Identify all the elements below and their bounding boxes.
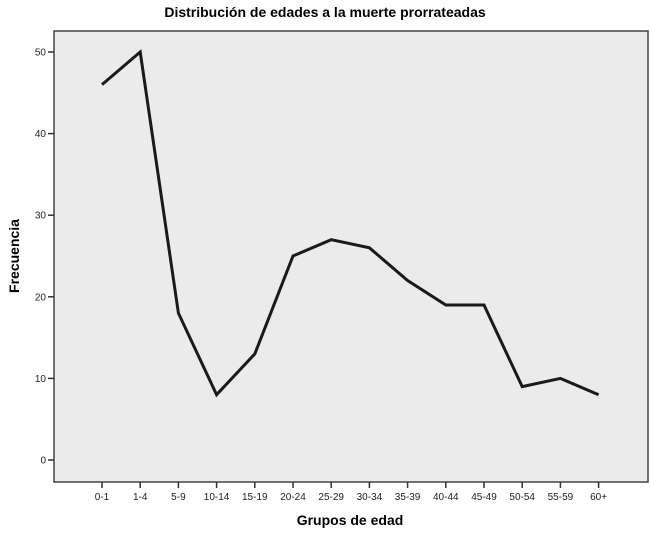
y-tick-label: 20 [35, 292, 47, 303]
y-axis-ticks: 0 10 20 30 40 50 [35, 48, 54, 467]
y-axis-label: Frecuencia [6, 219, 22, 293]
y-tick-label: 50 [35, 48, 47, 59]
x-tick-label: 35-39 [395, 492, 421, 503]
y-tick-label: 40 [35, 129, 47, 140]
x-tick-label: 60+ [590, 492, 607, 503]
x-tick-label: 30-34 [357, 492, 383, 503]
x-tick-label: 20-24 [280, 492, 306, 503]
x-tick-label: 50-54 [509, 492, 535, 503]
x-axis-label: Grupos de edad [296, 512, 404, 528]
x-tick-label: 55-59 [548, 492, 574, 503]
x-tick-label: 40-44 [433, 492, 459, 503]
frequency-line [101, 49, 600, 398]
plot-area [53, 30, 649, 483]
x-tick-label: 10-14 [204, 492, 230, 503]
y-tick-label: 30 [35, 211, 47, 222]
x-tick-label: 15-19 [242, 492, 268, 503]
y-tick-label: 10 [35, 374, 47, 385]
x-tick-label: 25-29 [318, 492, 344, 503]
x-tick-label: 5-9 [171, 492, 186, 503]
x-tick-label: 45-49 [471, 492, 497, 503]
x-axis-ticks: 0-1 1-4 5-9 10-14 15-19 20-24 25-29 30-34 35-39 4… [95, 482, 607, 503]
x-tick-label: 1-4 [133, 492, 148, 503]
x-tick-label: 0-1 [95, 492, 110, 503]
y-tick-label: 0 [40, 456, 46, 467]
chart-title: Distribución de edades a la muerte prorr… [164, 4, 486, 20]
